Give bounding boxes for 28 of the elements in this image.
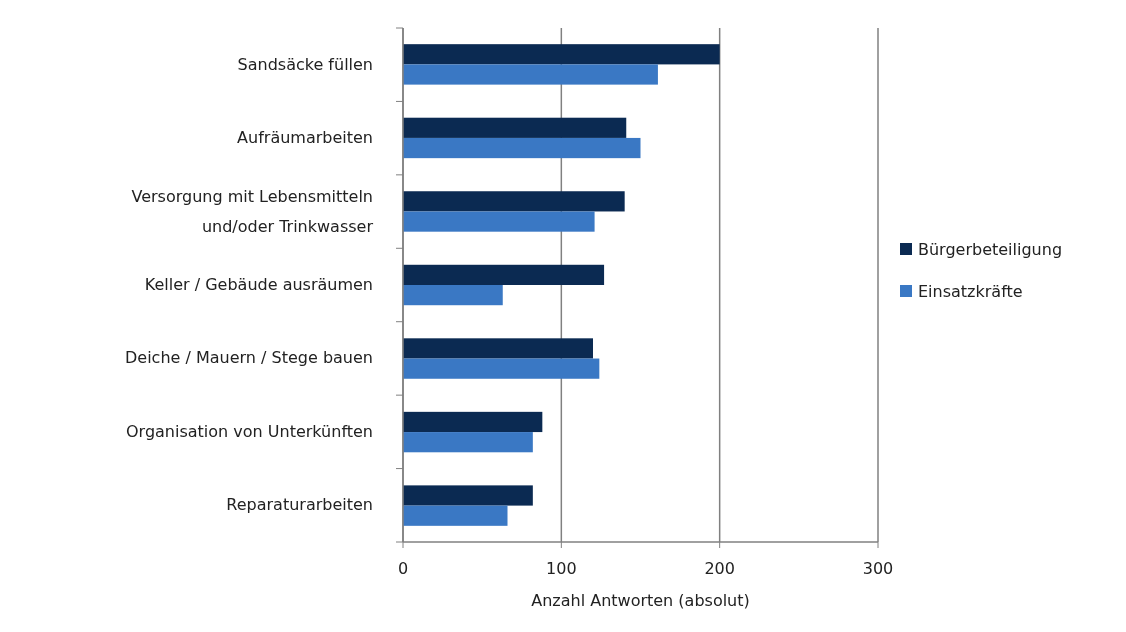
- x-tick-label: 200: [704, 559, 735, 578]
- x-axis-title: Anzahl Antworten (absolut): [531, 591, 750, 610]
- y-tick-label: Keller / Gebäude ausräumen: [144, 275, 373, 294]
- bar: [403, 191, 625, 212]
- bar: [403, 485, 533, 506]
- bar: [403, 137, 641, 159]
- bar: [403, 264, 605, 285]
- y-tick-label: Aufräumarbeiten: [237, 128, 373, 148]
- x-tick-label: 300: [862, 559, 894, 578]
- y-tick-label: Sandsäcke füllen: [237, 54, 373, 74]
- y-tick-label: Organisation von Unterkünften: [125, 421, 373, 441]
- bar: [403, 117, 627, 138]
- bar: [403, 211, 595, 232]
- bar: [403, 411, 543, 433]
- bar: [403, 285, 503, 306]
- x-tick-label: 0: [397, 559, 409, 578]
- bar: [403, 432, 533, 453]
- bar: [403, 338, 593, 359]
- y-tick-label: Deiche / Mauern / Stege bauen: [125, 348, 373, 368]
- y-tick-label: Reparaturarbeiten: [226, 495, 373, 515]
- bar: [403, 64, 658, 85]
- legend-label: Einsatzkräfte: [918, 282, 1023, 301]
- bar: [403, 358, 600, 379]
- y-tick-label: Versorgung mit Lebensmitteln und/oder Trinkwasser: [131, 186, 374, 236]
- x-tick-label: 100: [546, 559, 577, 578]
- legend-label: Bürgerbeteiligung: [918, 240, 1063, 259]
- bar: [403, 505, 508, 526]
- bar: [403, 44, 720, 65]
